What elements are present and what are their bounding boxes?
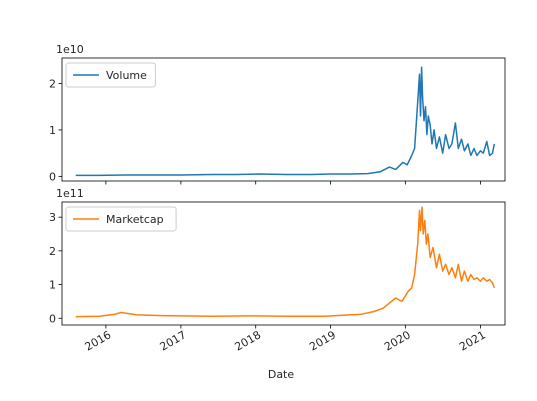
axis-exponent-label: 1e10 [56,43,84,56]
x-tick-label: 2021 [457,328,488,353]
volume-panel: 0 1 2 1e10 Volume [49,43,506,185]
series-line-volume [75,66,496,177]
x-tick-label: 2018 [232,328,263,353]
series-line-marketcap [75,206,496,318]
x-tick-label: 2017 [158,328,189,353]
legend-label: Marketcap [106,213,164,226]
y-tick-label: 1 [49,124,56,137]
legend-box [65,206,177,232]
y-tick-label: 2 [49,245,56,258]
x-tick-label: 2016 [83,328,114,353]
plot-frame [61,57,506,182]
plot-frame [61,201,506,326]
legend-label: Volume [106,69,147,82]
y-tick-label: 0 [49,312,56,325]
y-tick-label: 1 [49,279,56,292]
x-tick-label: 2020 [382,328,413,353]
axis-exponent-label: 1e11 [56,187,84,200]
x-axis-label: Date [268,368,295,381]
legend-box [65,62,156,88]
x-tick-label: 2019 [307,328,338,353]
y-tick-label: 3 [49,211,56,224]
y-tick-label: 2 [49,78,56,91]
y-tick-label: 0 [49,170,56,183]
